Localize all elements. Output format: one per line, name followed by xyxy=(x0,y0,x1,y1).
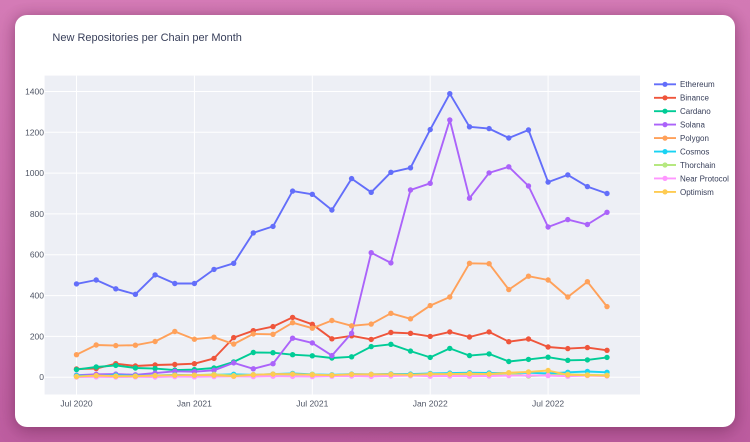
svg-text:New Repositories per Chain per: New Repositories per Chain per Month xyxy=(52,32,242,44)
svg-text:800: 800 xyxy=(30,209,44,219)
svg-text:Solana: Solana xyxy=(680,121,705,130)
svg-text:Jul 2021: Jul 2021 xyxy=(296,399,328,409)
svg-text:1000: 1000 xyxy=(25,168,44,178)
svg-text:600: 600 xyxy=(30,250,44,260)
svg-text:Polygon: Polygon xyxy=(680,134,709,143)
svg-text:Cardano: Cardano xyxy=(680,107,711,116)
svg-text:Jul 2022: Jul 2022 xyxy=(532,399,564,409)
svg-text:1200: 1200 xyxy=(25,127,44,137)
svg-text:Binance: Binance xyxy=(680,94,709,103)
svg-text:Ethereum: Ethereum xyxy=(680,80,715,89)
svg-text:Thorchain: Thorchain xyxy=(680,161,716,170)
svg-text:Cosmos: Cosmos xyxy=(680,148,709,157)
svg-text:Jul 2020: Jul 2020 xyxy=(60,399,92,409)
svg-text:0: 0 xyxy=(39,372,44,382)
svg-text:Jan 2022: Jan 2022 xyxy=(413,399,448,409)
svg-text:Optimism: Optimism xyxy=(680,188,714,197)
svg-text:400: 400 xyxy=(30,291,44,301)
svg-text:1400: 1400 xyxy=(25,87,44,97)
svg-text:200: 200 xyxy=(30,331,44,341)
svg-text:Jan 2021: Jan 2021 xyxy=(177,399,212,409)
svg-text:Near Protocol: Near Protocol xyxy=(680,174,729,183)
